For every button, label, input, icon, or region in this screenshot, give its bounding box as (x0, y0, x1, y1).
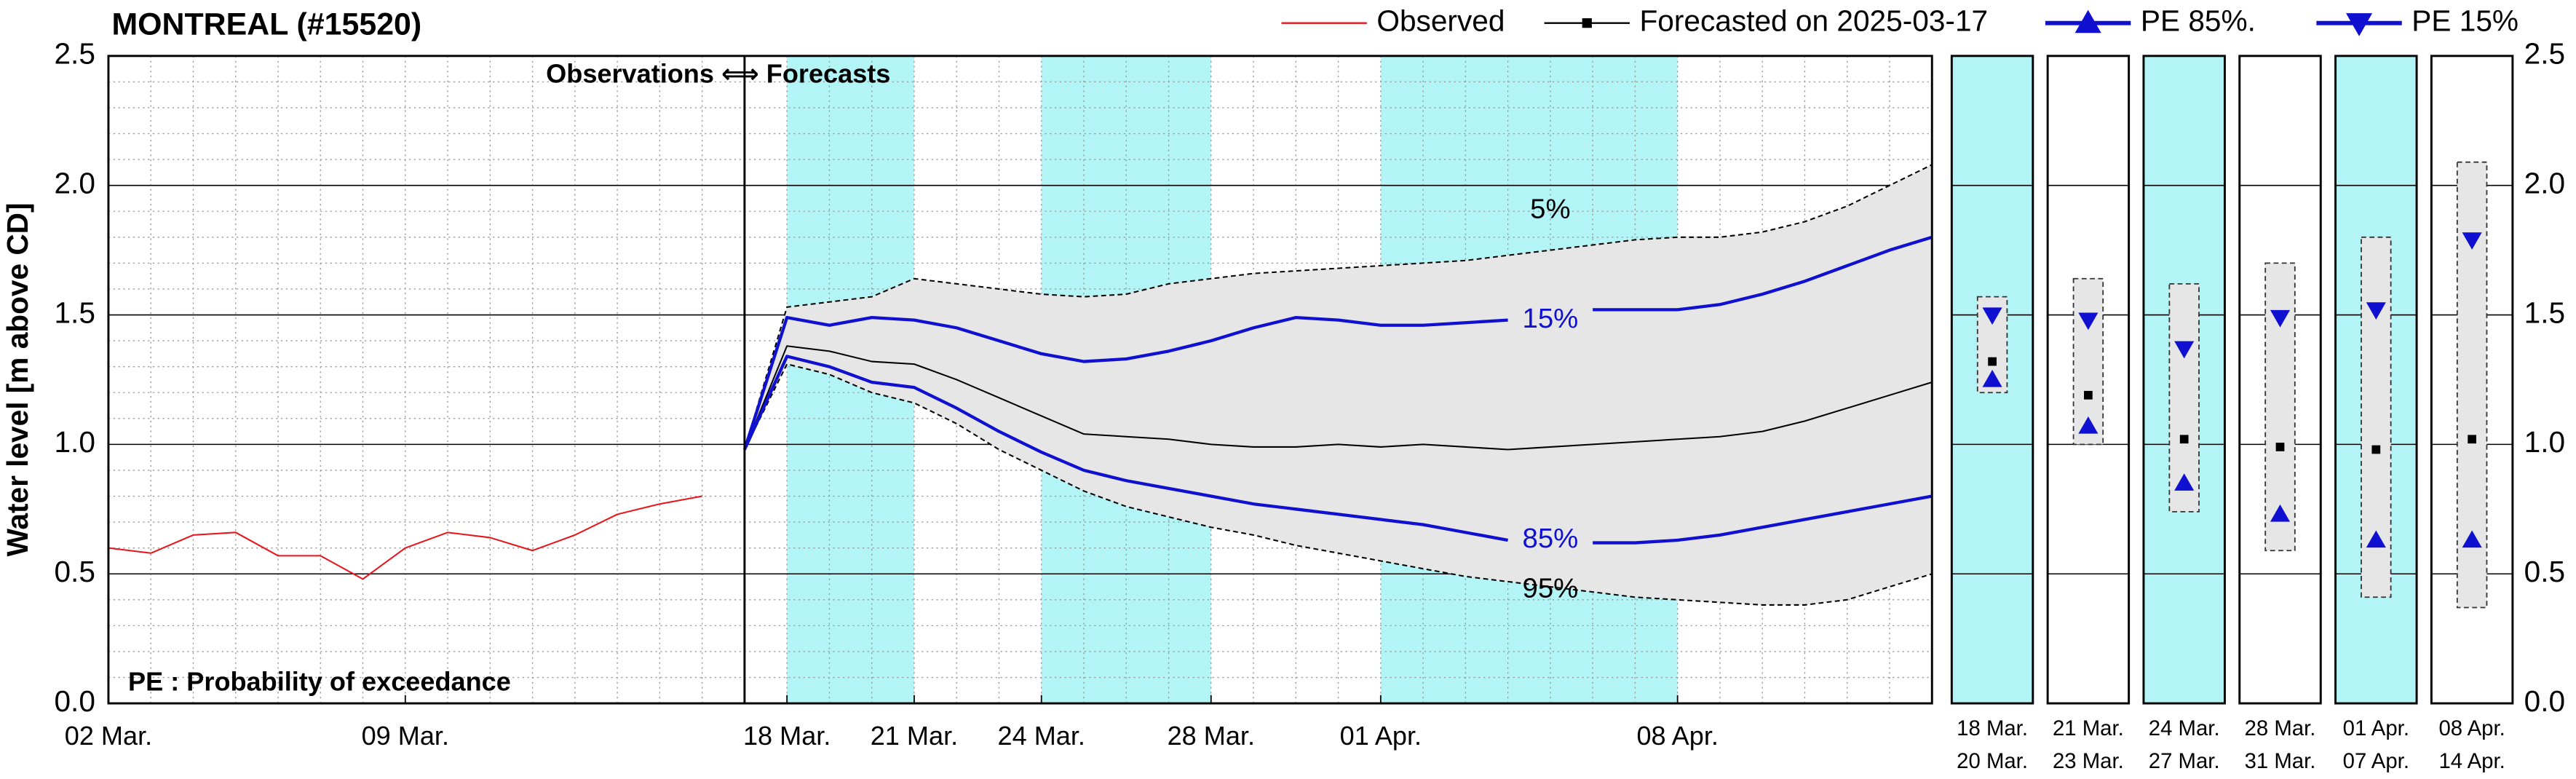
x-tick-label: 01 Apr. (1340, 721, 1422, 751)
envelope-area (744, 165, 1933, 605)
legend-label: PE 85%. (2141, 4, 2256, 37)
panel-start-label: 21 Mar. (2053, 716, 2124, 740)
pe15-marker (2174, 341, 2195, 359)
pe15-marker (2462, 232, 2482, 250)
y2-tick-label: 2.0 (2524, 166, 2565, 199)
envelope-line (743, 363, 1933, 606)
x-tick-label: 02 Mar. (65, 721, 152, 751)
pe15-marker (2078, 312, 2099, 331)
pe15-marker (1982, 307, 2002, 325)
panel-end-label: 20 Mar. (1957, 749, 2028, 773)
panel-border (1950, 55, 2034, 705)
panel-border (2238, 55, 2322, 705)
median-marker (2179, 435, 2189, 444)
annotation: PE : Probability of exceedance (128, 667, 511, 697)
panel-start-label: 24 Mar. (2149, 716, 2220, 740)
panel-border (2142, 55, 2226, 705)
pe85-marker (2366, 530, 2386, 548)
x-tick-label: 28 Mar. (1168, 721, 1255, 751)
y-tick-label: 0.0 (54, 684, 95, 718)
y-tick-label: 1.0 (54, 425, 95, 459)
legend-label: Forecasted on 2025-03-17 (1640, 4, 1989, 37)
y2-tick-label: 2.5 (2524, 37, 2565, 71)
y-tick-label: 2.5 (54, 37, 95, 71)
panel-border (2046, 55, 2131, 705)
x-tick-label: 18 Mar. (743, 721, 831, 751)
annotation: Observations ⟺ Forecasts (546, 58, 890, 88)
y-axis-label: Water level [m above CD] (1, 202, 34, 556)
median-marker (2084, 390, 2093, 400)
series-label: 85% (1522, 523, 1578, 554)
chart-title: MONTREAL (#15520) (111, 7, 421, 42)
panel-start-label: 28 Mar. (2245, 716, 2316, 740)
pe85-marker (2174, 473, 2195, 491)
panel-start-label: 18 Mar. (1957, 716, 2028, 740)
median-marker (2275, 443, 2285, 451)
legend-label: Observed (1376, 4, 1505, 37)
median-marker (1988, 357, 1997, 366)
median-marker (2371, 445, 2381, 454)
panel-end-label: 07 Apr. (2343, 749, 2409, 773)
x-tick-label: 21 Mar. (871, 721, 958, 751)
panel-end-label: 31 Mar. (2245, 749, 2316, 773)
y-tick-label: 2.0 (54, 166, 95, 199)
x-tick-label: 08 Apr. (1636, 721, 1718, 751)
panel-start-label: 08 Apr. (2438, 716, 2505, 740)
pe85-marker (2270, 504, 2291, 522)
plot-border (107, 55, 1933, 705)
panel-end-label: 23 Mar. (2053, 749, 2124, 773)
series-line (742, 235, 1933, 451)
y2-tick-label: 0.0 (2524, 684, 2565, 718)
x-tick-label: 09 Mar. (362, 721, 449, 751)
panel-end-label: 27 Mar. (2149, 749, 2220, 773)
pe85-marker (1982, 369, 2002, 387)
envelope-label: 95% (1522, 573, 1578, 604)
pe85-marker (2462, 530, 2482, 548)
series-line (108, 495, 702, 580)
series-line (742, 355, 1933, 545)
legend-label: PE 15% (2411, 4, 2518, 37)
pe15-marker (2366, 302, 2386, 320)
envelope-label: 5% (1530, 194, 1570, 225)
x-tick-label: 24 Mar. (998, 721, 1085, 751)
series-line (743, 345, 1933, 451)
panel-border (2334, 55, 2418, 705)
panel-start-label: 01 Apr. (2343, 716, 2409, 740)
y2-tick-label: 1.0 (2524, 425, 2565, 459)
y2-tick-label: 0.5 (2524, 555, 2565, 588)
y2-tick-label: 1.5 (2524, 296, 2565, 329)
pe85-marker (2078, 416, 2099, 434)
legend-marker (2346, 13, 2373, 36)
envelope-line (743, 164, 1933, 450)
y-tick-label: 0.5 (54, 555, 95, 588)
legend-marker (1582, 18, 1592, 28)
legend-marker (2074, 9, 2101, 33)
median-marker (2468, 435, 2476, 444)
panel-end-label: 14 Apr. (2438, 749, 2505, 773)
series-label: 15% (1522, 303, 1578, 334)
panel-border (2430, 55, 2514, 705)
pe15-marker (2270, 309, 2291, 328)
y-tick-label: 1.5 (54, 296, 95, 329)
